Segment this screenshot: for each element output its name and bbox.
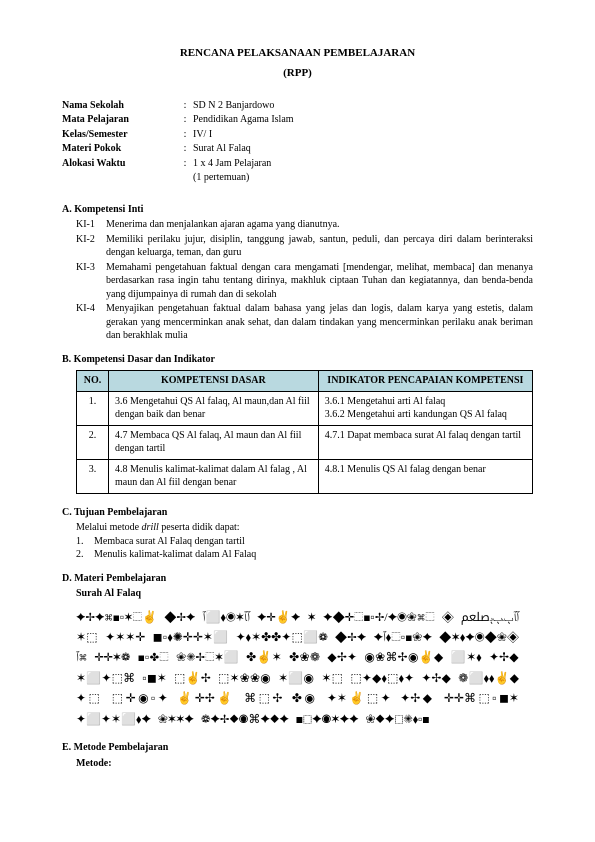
ki-text: Memiliki perilaku jujur, disiplin, tangg… bbox=[106, 233, 533, 260]
info-label: Nama Sekolah bbox=[62, 99, 177, 113]
metode-sub: Metode: bbox=[76, 757, 533, 771]
info-label: Alokasi Waktu bbox=[62, 157, 177, 171]
section-a-head: A. Kompetensi Inti bbox=[62, 203, 533, 217]
th-kd: KOMPETENSI DASAR bbox=[109, 371, 319, 392]
section-c-head: C. Tujuan Pembelajaran bbox=[62, 506, 533, 520]
th-ind: INDIKATOR PENCAPAIAN KOMPETENSI bbox=[318, 371, 532, 392]
info-value: IV/ I bbox=[193, 128, 533, 142]
th-no: NO. bbox=[77, 371, 109, 392]
ki-label: KI-2 bbox=[76, 233, 106, 260]
ki-label: KI-1 bbox=[76, 218, 106, 232]
ki-text: Menerima dan menjalankan ajaran agama ya… bbox=[106, 218, 533, 232]
info-value: SD N 2 Banjardowo bbox=[193, 99, 533, 113]
ki-text: Memahami pengetahuan faktual dengan cara… bbox=[106, 261, 533, 302]
arabic-text: ﭐﭑﭒﭓﭔﷵ ◈ ⬚⌘❀◉✦/✢▫◼⬚✛◆✦ ✶ ✦✌✛✦ ﭐﭑ✶◉⬧⬜ﭐ ✦✢… bbox=[76, 607, 519, 729]
doc-title: RENCANA PELAKSANAAN PEMBELAJARAN bbox=[62, 46, 533, 61]
info-label: Materi Pokok bbox=[62, 142, 177, 156]
info-value: 1 x 4 Jam Pelajaran bbox=[193, 157, 533, 171]
materi-sub: Surah Al Falaq bbox=[76, 587, 533, 601]
table-row: 3. 4.8 Menulis kalimat-kalimat dalam Al … bbox=[77, 459, 533, 493]
tujuan-list: 1.Membaca surat Al Falaq dengan tartil 2… bbox=[76, 535, 533, 562]
tujuan-intro: Melalui metode drill peserta didik dapat… bbox=[76, 521, 533, 535]
info-value: Surat Al Falaq bbox=[193, 142, 533, 156]
ki-label: KI-4 bbox=[76, 302, 106, 343]
info-extra: (1 pertemuan) bbox=[193, 171, 533, 185]
section-e-head: E. Metode Pembelajaran bbox=[62, 741, 533, 755]
info-block: Nama Sekolah:SD N 2 Banjardowo Mata Pela… bbox=[62, 99, 533, 185]
info-label: Mata Pelajaran bbox=[62, 113, 177, 127]
ki-label: KI-3 bbox=[76, 261, 106, 302]
table-row: 1. 3.6 Mengetahui QS Al falaq, Al maun,d… bbox=[77, 391, 533, 425]
info-value: Pendidikan Agama Islam bbox=[193, 113, 533, 127]
table-row: 2. 4.7 Membaca QS Al falaq, Al maun dan … bbox=[77, 425, 533, 459]
tujuan-text: Membaca surat Al Falaq dengan tartil bbox=[94, 535, 245, 549]
ki-text: Menyajikan pengetahuan faktual dalam bah… bbox=[106, 302, 533, 343]
info-label: Kelas/Semester bbox=[62, 128, 177, 142]
section-d-head: D. Materi Pembelajaran bbox=[62, 572, 533, 586]
competency-table: NO. KOMPETENSI DASAR INDIKATOR PENCAPAIA… bbox=[76, 370, 533, 494]
tujuan-text: Menulis kalimat-kalimat dalam Al Falaq bbox=[94, 548, 256, 562]
section-b-head: B. Kompetensi Dasar dan Indikator bbox=[62, 353, 533, 367]
doc-subtitle: (RPP) bbox=[62, 66, 533, 81]
ki-list: KI-1Menerima dan menjalankan ajaran agam… bbox=[76, 218, 533, 343]
